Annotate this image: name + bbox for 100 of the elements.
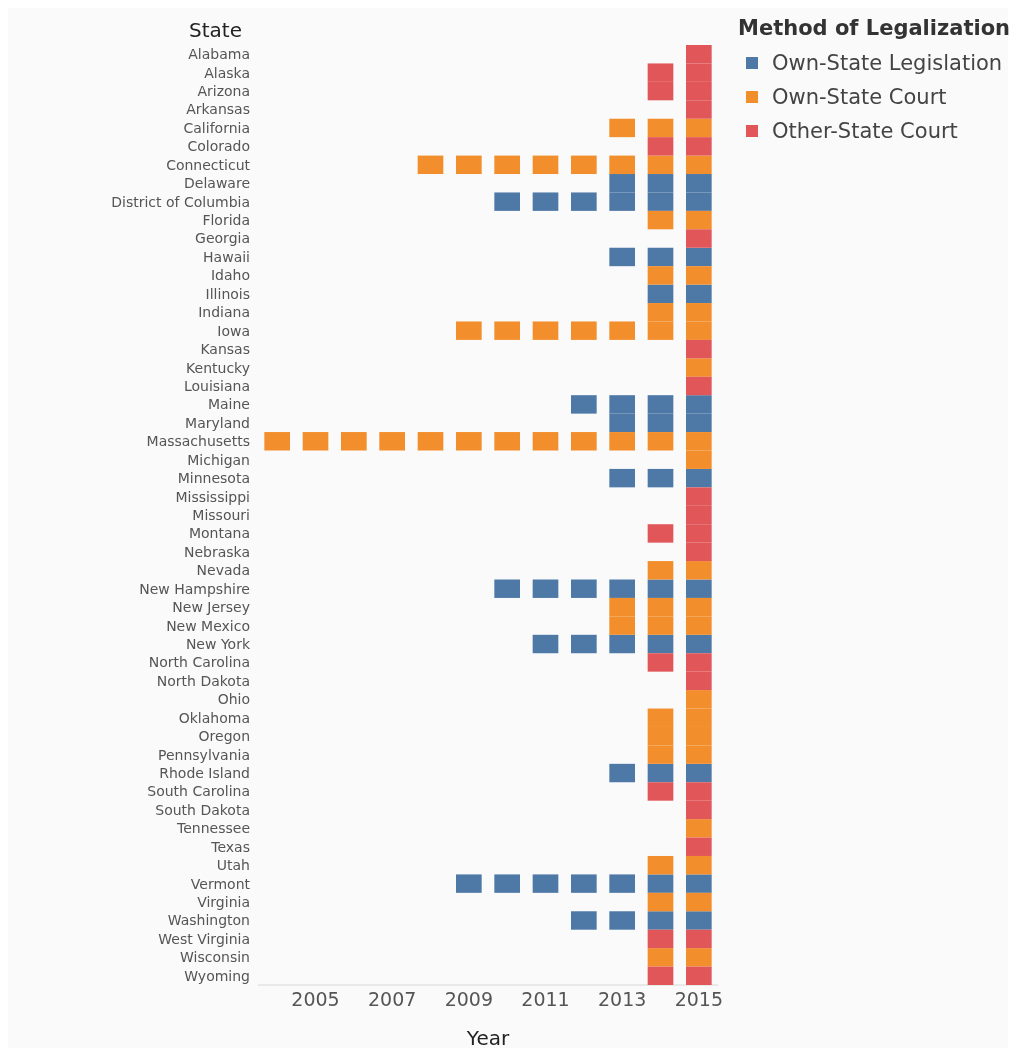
point — [685, 303, 712, 322]
point — [570, 911, 597, 930]
point — [647, 137, 674, 156]
point — [685, 358, 712, 377]
point — [685, 745, 712, 764]
point — [532, 579, 559, 598]
point — [532, 432, 559, 451]
y-tick-label: Rhode Island — [159, 765, 250, 782]
point — [647, 874, 674, 893]
point — [647, 192, 674, 211]
y-tick-label: Arkansas — [186, 101, 250, 118]
point — [455, 321, 482, 340]
point — [647, 468, 674, 488]
point — [685, 100, 712, 119]
legend-label: Own-State Court — [772, 85, 947, 109]
point — [685, 432, 712, 451]
point — [609, 155, 636, 175]
point — [685, 726, 712, 746]
point — [685, 892, 712, 912]
point — [532, 321, 559, 340]
point — [685, 339, 712, 359]
point — [647, 524, 674, 543]
point — [685, 800, 712, 820]
point — [685, 247, 712, 267]
point — [647, 155, 674, 175]
point — [455, 432, 482, 451]
point — [494, 155, 521, 175]
point — [647, 782, 674, 801]
point — [647, 892, 674, 912]
y-tick-label: Indiana — [198, 304, 250, 321]
point — [455, 874, 482, 893]
y-tick-label: Tennessee — [176, 820, 250, 837]
point — [685, 819, 712, 838]
point — [685, 948, 712, 967]
point — [647, 266, 674, 285]
y-tick-label: New Hampshire — [139, 580, 250, 597]
y-tick-label: Maryland — [185, 414, 250, 431]
point — [685, 229, 712, 248]
y-tick-label: North Dakota — [156, 672, 250, 689]
point — [609, 174, 636, 193]
point — [685, 837, 712, 856]
point — [570, 395, 597, 414]
y-tick-label: West Virginia — [158, 930, 250, 947]
point — [570, 634, 597, 654]
point — [494, 874, 521, 893]
point — [609, 432, 636, 451]
y-tick-label: Vermont — [190, 875, 251, 892]
y-tick-label: Missouri — [192, 506, 250, 523]
point — [685, 321, 712, 340]
point — [647, 395, 674, 414]
point — [647, 634, 674, 654]
point — [379, 432, 406, 451]
point — [647, 653, 674, 672]
point — [647, 929, 674, 949]
y-tick-label: New York — [185, 635, 251, 652]
point — [685, 137, 712, 156]
point — [609, 118, 636, 138]
x-tick-label: 2007 — [367, 988, 417, 1011]
point — [685, 542, 712, 562]
point — [647, 911, 674, 930]
point — [647, 763, 674, 783]
point — [647, 597, 674, 617]
point — [647, 561, 674, 580]
legend-label: Own-State Legislation — [772, 51, 1003, 75]
point — [685, 561, 712, 580]
point — [685, 63, 712, 82]
y-tick-label: Oklahoma — [178, 709, 250, 726]
point — [609, 468, 636, 488]
y-tick-label: New Mexico — [166, 617, 250, 634]
y-tick-label: Illinois — [205, 285, 250, 302]
y-tick-label: Ohio — [217, 691, 250, 708]
y-tick-label: Florida — [202, 212, 250, 229]
x-tick-label: 2009 — [444, 988, 494, 1011]
point — [494, 432, 521, 451]
point — [264, 432, 291, 451]
point — [685, 911, 712, 930]
point — [647, 210, 674, 230]
point — [532, 634, 559, 654]
point — [647, 432, 674, 451]
point — [685, 45, 712, 64]
y-tick-label: Texas — [210, 838, 250, 855]
point — [685, 690, 712, 709]
point — [685, 782, 712, 801]
point — [609, 247, 636, 267]
point — [417, 432, 444, 451]
point — [647, 413, 674, 433]
point — [647, 948, 674, 967]
point — [685, 653, 712, 672]
y-tick-label: Delaware — [184, 175, 250, 192]
point — [685, 855, 712, 875]
y-tick-label: Iowa — [217, 322, 250, 339]
y-tick-label: Wisconsin — [180, 949, 250, 966]
point — [685, 468, 712, 488]
y-tick-label: Connecticut — [166, 156, 251, 173]
point — [685, 929, 712, 949]
point — [570, 432, 597, 451]
point — [570, 155, 597, 175]
y-tick-label: Nevada — [196, 562, 250, 579]
point — [647, 63, 674, 82]
point — [494, 579, 521, 598]
